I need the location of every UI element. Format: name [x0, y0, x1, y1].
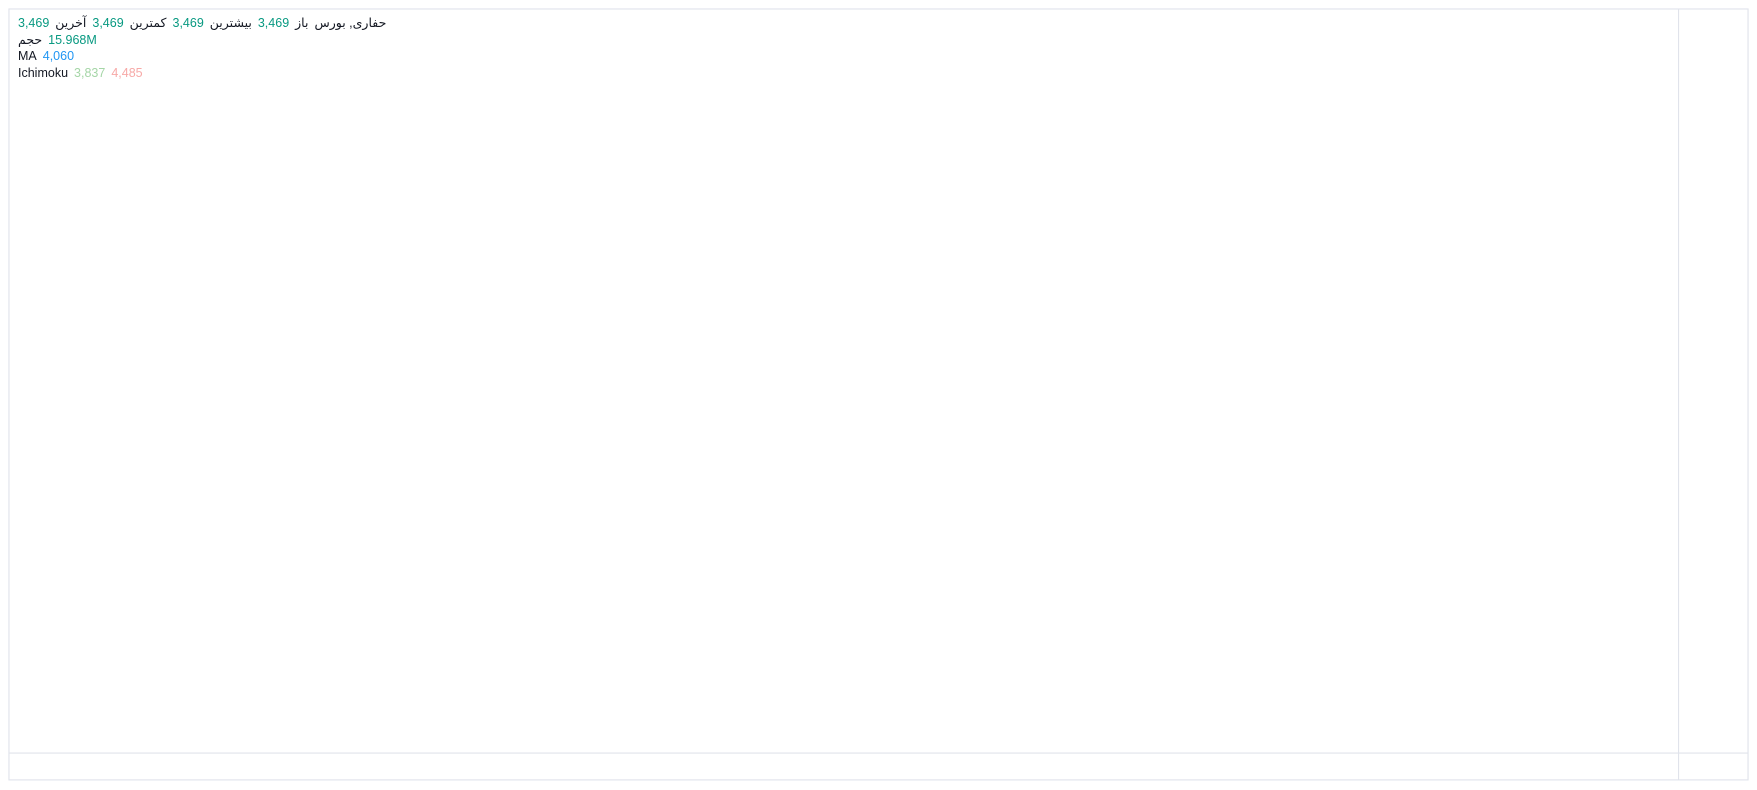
- ma-legend: MA 4,060: [18, 49, 74, 63]
- symbol: حفاری, بورس: [314, 16, 387, 30]
- field-value: 3,469: [172, 15, 204, 30]
- field-value: 3,469: [257, 15, 290, 30]
- field-name: کمترین: [129, 16, 167, 30]
- field-value: 3,469: [18, 15, 50, 30]
- field-name: باز: [295, 16, 309, 30]
- legend-value: 15.968M: [48, 32, 97, 47]
- field-value: 3,469: [92, 15, 124, 30]
- legend-value: 4,060: [42, 49, 75, 63]
- field-name: آخرین: [55, 16, 87, 30]
- legend-name: حجم: [18, 33, 43, 47]
- ichimoku-legend: Ichimoku 3,837 4,485: [18, 66, 143, 80]
- volume-legend: حجم 15.968M: [18, 32, 97, 48]
- legend-name: Ichimoku: [18, 66, 69, 80]
- legend-value: 4,485: [111, 66, 143, 80]
- frame: [8, 8, 1749, 781]
- symbol-legend: حفاری, بورس باز 3,469 بیشترین 3,469 کمترین…: [18, 15, 387, 31]
- field-name: بیشترین: [209, 16, 252, 30]
- legend-name: MA: [18, 49, 37, 63]
- legend-value: 3,837: [74, 66, 106, 80]
